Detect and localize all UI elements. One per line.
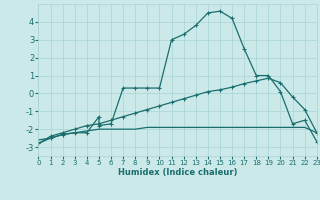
X-axis label: Humidex (Indice chaleur): Humidex (Indice chaleur) <box>118 168 237 177</box>
